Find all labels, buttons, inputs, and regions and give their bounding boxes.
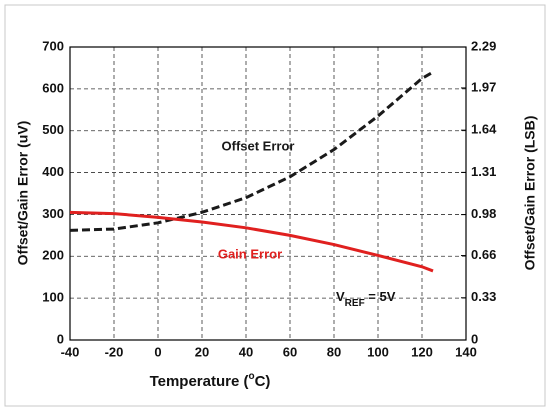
- y2-tick-label: 0.66: [471, 247, 496, 262]
- x-label-sup: o: [248, 371, 254, 382]
- y-tick-label: 200: [42, 248, 64, 263]
- y2-axis-label: Offset/Gain Error (LSB): [522, 116, 538, 271]
- y-axis-label: Offset/Gain Error (uV): [15, 121, 31, 266]
- y2-tick-label: 1.31: [471, 164, 496, 179]
- annotation: VREF = 5V: [336, 289, 396, 308]
- x-tick-label: 140: [455, 344, 477, 359]
- y-tick-label: 100: [42, 290, 64, 305]
- x-tick-label: 0: [154, 344, 161, 359]
- x-tick-label: 40: [239, 344, 253, 359]
- x-tick-label: 80: [327, 344, 341, 359]
- series-label: Gain Error: [218, 246, 282, 261]
- y-tick-label: 600: [42, 80, 64, 95]
- frame: [4, 4, 546, 407]
- y-tick-label: 400: [42, 164, 64, 179]
- annotation-sub: REF: [345, 298, 365, 309]
- x-tick-label: -40: [61, 344, 80, 359]
- x-tick-label: 60: [283, 344, 297, 359]
- x-axis-label: Temperature (oC): [150, 371, 271, 390]
- x-tick-label: -20: [105, 344, 124, 359]
- y2-tick-label: 1.97: [471, 79, 496, 94]
- y2-tick-label: 0.98: [471, 206, 496, 221]
- y-tick-label: 500: [42, 122, 64, 137]
- plot-area: [69, 46, 467, 341]
- annotation-main: V: [336, 289, 345, 304]
- series-line: [69, 210, 434, 273]
- x-label-part: C): [255, 373, 271, 390]
- x-tick-label: 20: [195, 344, 209, 359]
- x-label-part: Temperature (: [150, 373, 249, 390]
- annotation-rest: = 5V: [365, 289, 396, 304]
- y2-tick-label: 1.64: [471, 122, 497, 137]
- y-tick-label: 300: [42, 206, 64, 221]
- y-tick-label: 0: [57, 331, 64, 346]
- x-tick-label: 120: [411, 344, 433, 359]
- x-tick-label: 100: [367, 344, 389, 359]
- series-line: [69, 70, 434, 232]
- y2-tick-label: 2.29: [471, 38, 496, 53]
- series-label: Offset Error: [222, 138, 295, 153]
- y2-tick-label: 0: [471, 331, 478, 346]
- y2-tick-label: 0.33: [471, 289, 496, 304]
- y-tick-label: 700: [42, 38, 64, 53]
